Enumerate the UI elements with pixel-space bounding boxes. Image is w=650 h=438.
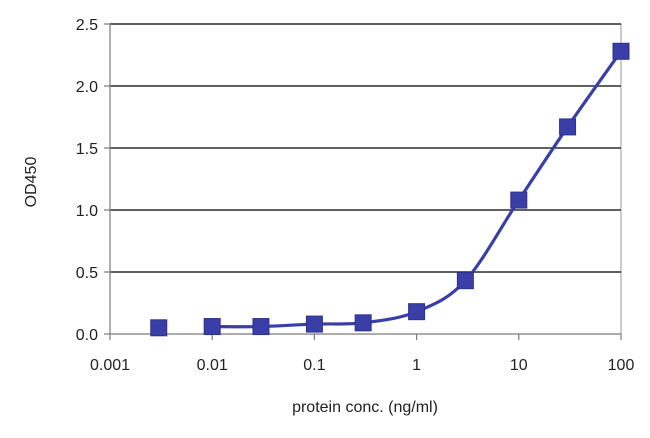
data-point: [203, 318, 221, 336]
y-tick-label: 2.0: [76, 79, 98, 96]
data-point: [559, 118, 577, 136]
x-tick-label: 1: [412, 357, 421, 374]
data-point: [408, 303, 426, 321]
series-line: [210, 49, 623, 329]
x-tick-label: 0.01: [197, 357, 228, 374]
x-tick-label: 0.001: [90, 357, 130, 374]
x-axis-title: protein conc. (ng/ml): [292, 399, 438, 416]
y-tick-label: 1.5: [76, 141, 98, 158]
y-tick-label: 0.5: [76, 265, 98, 282]
y-tick-label: 0.0: [76, 327, 98, 344]
series: [150, 42, 630, 337]
data-point: [456, 272, 474, 290]
data-point: [252, 318, 270, 336]
plot-area: [109, 23, 622, 335]
x-tick-label: 10: [510, 357, 528, 374]
data-point: [354, 314, 372, 332]
data-point: [150, 319, 168, 337]
grid-lines: [110, 23, 621, 273]
data-point: [612, 42, 630, 60]
x-tick-label: 0.1: [303, 357, 325, 374]
axes: [104, 23, 622, 340]
data-point: [510, 191, 528, 209]
tick-labels: 0.0 0.5 1.0 1.5 2.0 2.5 0.001 0.01 0.1 1 10 100: [76, 17, 635, 374]
y-axis-title: OD450: [23, 157, 40, 208]
x-tick-label: 100: [608, 357, 635, 374]
y-tick-label: 2.5: [76, 17, 98, 34]
data-point: [305, 315, 323, 333]
y-tick-label: 1.0: [76, 203, 98, 220]
